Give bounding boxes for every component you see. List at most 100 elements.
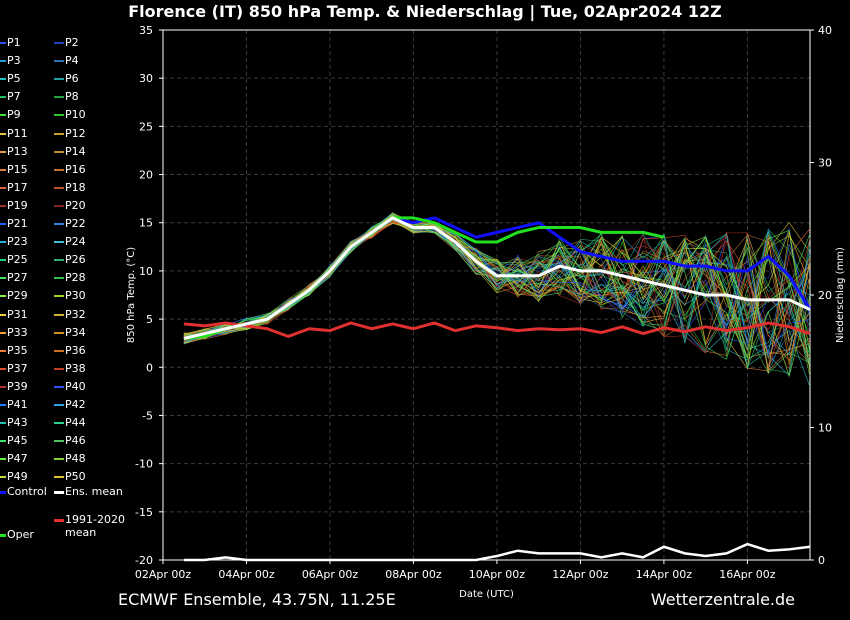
- legend-item-climatology: 1991-2020 mean: [54, 513, 125, 539]
- legend-item-p38: P38: [54, 362, 86, 375]
- legend-label: P32: [65, 307, 86, 321]
- legend-label: P19: [7, 198, 28, 212]
- legend-swatch: [54, 241, 64, 244]
- legend-label: P15: [7, 162, 28, 176]
- series-line-1991-2020-mean: [183, 321, 811, 338]
- legend-item-p39: P39: [0, 380, 28, 393]
- legend-item-p49: P49: [0, 470, 28, 483]
- legend-label: P36: [65, 343, 86, 357]
- legend-swatch: [0, 168, 6, 171]
- legend-label: P38: [65, 361, 86, 375]
- legend-label: P17: [7, 180, 28, 194]
- legend-item-p34: P34: [54, 326, 86, 339]
- legend-label: P45: [7, 434, 28, 448]
- legend-item-p19: P19: [0, 199, 28, 212]
- legend-item-p10: P10: [54, 108, 86, 121]
- legend-item-p15: P15: [0, 163, 28, 176]
- legend-label: P25: [7, 253, 28, 267]
- legend-label: P43: [7, 416, 28, 430]
- legend-swatch: [54, 518, 64, 522]
- legend-label: P23: [7, 235, 28, 249]
- legend-swatch: [54, 404, 64, 406]
- legend-swatch: [0, 533, 6, 537]
- legend-swatch: [0, 458, 6, 461]
- legend-swatch: [0, 223, 6, 225]
- legend-label: P8: [65, 90, 79, 104]
- legend-label: P6: [65, 72, 79, 86]
- legend-swatch: [0, 404, 6, 406]
- legend-swatch: [54, 150, 64, 153]
- legend-swatch: [0, 78, 6, 81]
- legend-item-p5: P5: [0, 72, 21, 85]
- legend-swatch: [54, 476, 64, 479]
- legend-label: P5: [7, 72, 21, 86]
- legend-swatch: [54, 331, 64, 334]
- y-tick-label: -15: [135, 506, 153, 519]
- ensemble-member-line: [183, 213, 811, 360]
- legend-item-p30: P30: [54, 289, 86, 302]
- legend-swatch: [0, 241, 6, 244]
- legend-swatch: [0, 186, 6, 189]
- y-tick-label: 0: [146, 361, 153, 374]
- legend-label: P49: [7, 470, 28, 484]
- legend-swatch: [0, 60, 6, 63]
- legend-item-p11: P11: [0, 127, 28, 140]
- x-tick-label: 12Apr 00z: [552, 568, 609, 581]
- legend-label: P29: [7, 289, 28, 303]
- y2-axis-label: Niederschlag (mm): [835, 247, 846, 343]
- legend-label: P39: [7, 379, 28, 393]
- legend-swatch: [0, 295, 6, 298]
- legend-item-p23: P23: [0, 235, 28, 248]
- legend-item-p33: P33: [0, 326, 28, 339]
- legend-label: Control: [7, 485, 47, 498]
- legend-label: P18: [65, 180, 86, 194]
- x-tick-label: 16Apr 00z: [719, 568, 776, 581]
- legend-item-p43: P43: [0, 416, 28, 429]
- legend-swatch: [0, 204, 6, 207]
- legend-label: P16: [65, 162, 86, 176]
- legend-label: P31: [7, 307, 28, 321]
- legend-swatch: [54, 223, 64, 225]
- legend-item-p40: P40: [54, 380, 86, 393]
- legend-label: P28: [65, 271, 86, 285]
- legend-item-p27: P27: [0, 271, 28, 284]
- x-tick-label: 02Apr 00z: [135, 568, 192, 581]
- x-tick-label: 14Apr 00z: [636, 568, 693, 581]
- legend-swatch: [0, 259, 6, 262]
- legend-swatch: [54, 295, 64, 298]
- legend-label: 1991-2020: [65, 513, 125, 526]
- y-tick-label: 30: [139, 72, 153, 85]
- legend-swatch: [54, 96, 64, 99]
- legend-label: P4: [65, 54, 79, 68]
- legend-item-p16: P16: [54, 163, 86, 176]
- legend-item-p36: P36: [54, 344, 86, 357]
- legend-swatch: [54, 78, 64, 81]
- legend-swatch: [0, 367, 6, 370]
- legend-swatch: [54, 259, 64, 262]
- legend-swatch: [54, 440, 64, 443]
- legend-swatch: [54, 204, 64, 207]
- legend-item-p26: P26: [54, 253, 86, 266]
- legend-swatch: [54, 132, 64, 135]
- y-tick-label: 15: [139, 217, 153, 230]
- legend-swatch: [0, 96, 6, 99]
- legend-swatch: [54, 60, 64, 63]
- legend-item-p28: P28: [54, 271, 86, 284]
- legend-swatch: [54, 349, 64, 352]
- legend-label: P21: [7, 217, 28, 230]
- legend-swatch: [0, 476, 6, 479]
- ensemble-member-line: [183, 214, 811, 352]
- legend-swatch: [0, 313, 6, 316]
- legend-label: P10: [65, 108, 86, 122]
- legend-item-p44: P44: [54, 416, 86, 429]
- legend-label: P14: [65, 144, 86, 158]
- legend-swatch: [54, 313, 64, 316]
- legend-label: P2: [65, 36, 79, 49]
- legend-swatch: [54, 186, 64, 189]
- legend-item-p1: P1: [0, 36, 21, 49]
- y2-tick-label: 40: [818, 24, 832, 37]
- legend-swatch: [54, 490, 64, 494]
- legend-item-p3: P3: [0, 54, 21, 67]
- legend-item-p22: P22: [54, 217, 86, 230]
